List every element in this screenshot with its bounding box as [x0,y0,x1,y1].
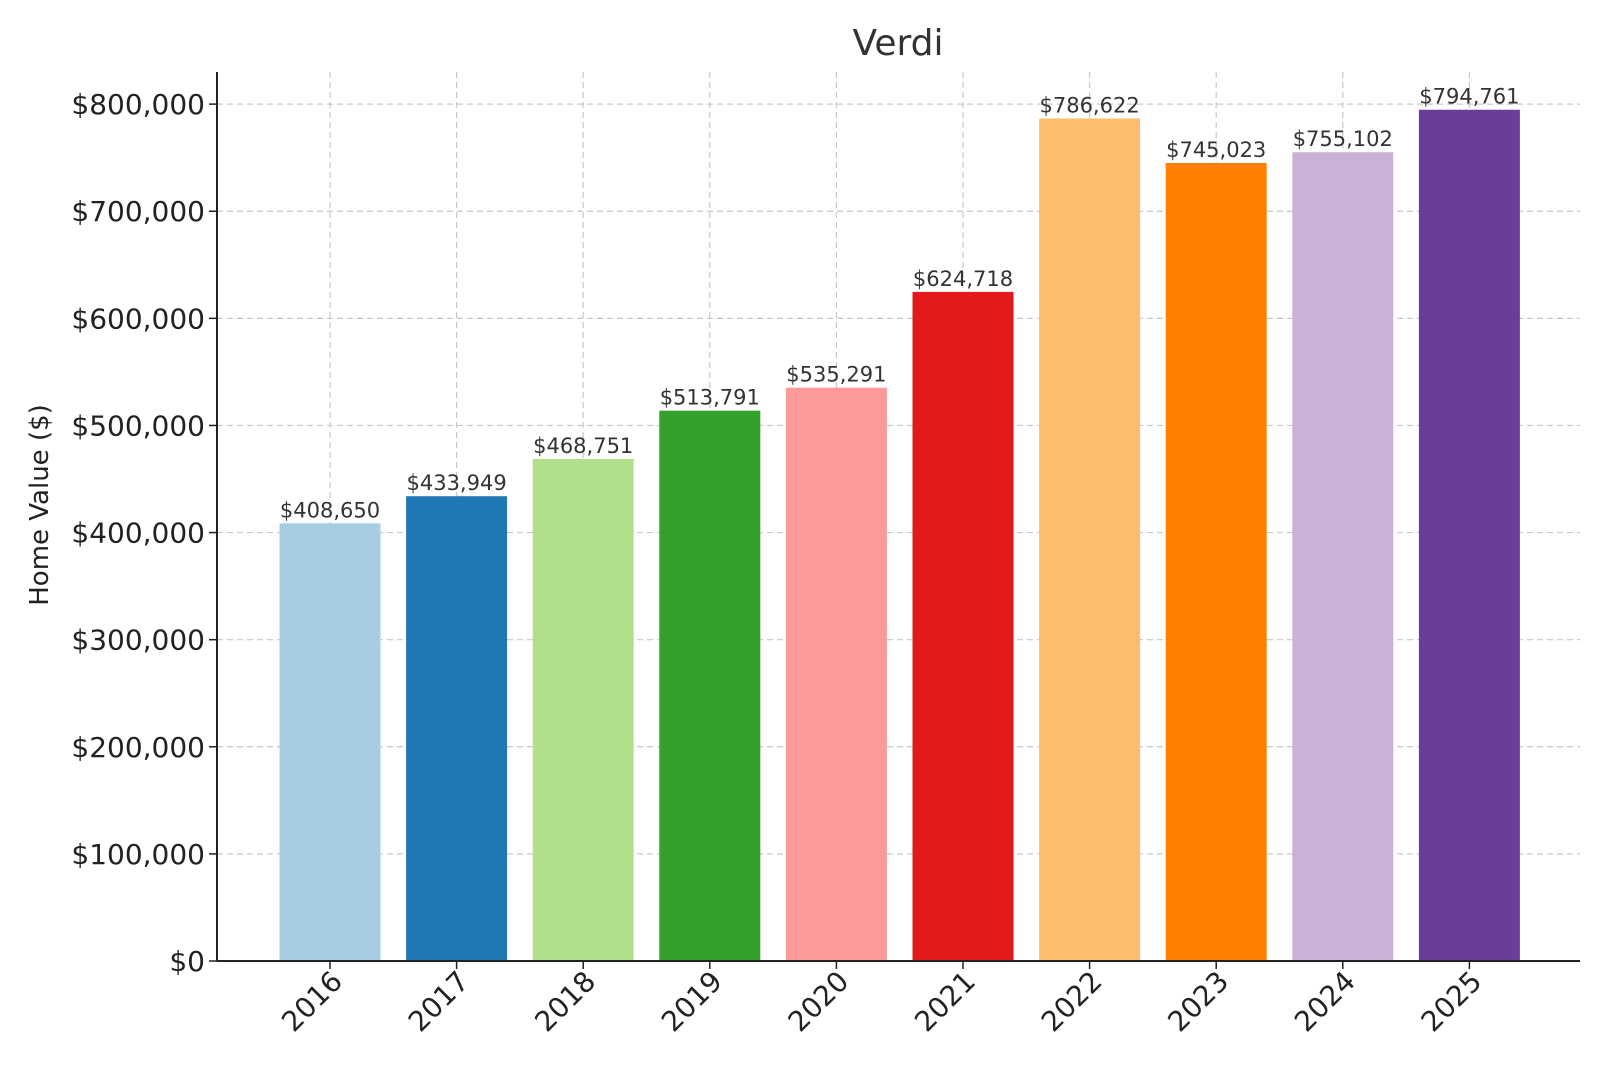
data-label-2016: $408,650 [280,498,380,522]
x-tick-label-2020: 2020 [782,965,856,1039]
x-tick-label-2018: 2018 [528,965,602,1039]
data-label-2022: $786,622 [1039,93,1139,117]
x-tick-label-2022: 2022 [1035,965,1109,1039]
x-tick-label-2021: 2021 [908,965,982,1039]
y-tick-label: $100,000 [71,838,205,871]
bar-2025 [1418,109,1520,961]
bar-2018 [532,458,634,961]
bar-2017 [406,496,508,961]
bar-2021 [912,291,1014,961]
y-tick-label: $700,000 [71,195,205,228]
x-tick-label-2019: 2019 [655,965,729,1039]
chart-title: Verdi [852,23,943,64]
bars [279,109,1520,962]
data-label-2025: $794,761 [1419,85,1519,109]
data-label-2017: $433,949 [406,471,506,495]
y-tick-label: $600,000 [71,302,205,335]
data-labels: $408,650 $433,949 $468,751 $513,791 $535,291… [280,85,1520,523]
data-label-2020: $535,291 [786,363,886,387]
data-label-2021: $624,718 [913,267,1013,291]
y-tick-label: $300,000 [71,624,205,657]
y-tick-label: $200,000 [71,731,205,764]
y-axis-title: Home Value ($) [25,404,55,606]
data-label-2018: $468,751 [533,434,633,458]
x-tick-label-2016: 2016 [275,965,349,1039]
bar-2019 [659,410,761,961]
x-tick-label-2024: 2024 [1288,965,1362,1039]
data-label-2019: $513,791 [660,386,760,410]
bar-2016 [279,523,381,961]
data-label-2024: $755,102 [1293,127,1393,151]
y-tick-label: $400,000 [71,517,205,550]
y-tick-label: $800,000 [71,88,205,121]
x-tick-label-2023: 2023 [1161,965,1235,1039]
bar-2023 [1165,163,1267,962]
bar-2024 [1292,152,1394,962]
data-label-2023: $745,023 [1166,138,1266,162]
y-tick-label: $500,000 [71,409,205,442]
x-tick-label-2017: 2017 [402,965,476,1039]
y-tick-label: $0 [169,945,205,978]
x-tick-label-2025: 2025 [1415,965,1489,1039]
bar-2022 [1039,118,1141,962]
bar-2020 [785,387,887,961]
